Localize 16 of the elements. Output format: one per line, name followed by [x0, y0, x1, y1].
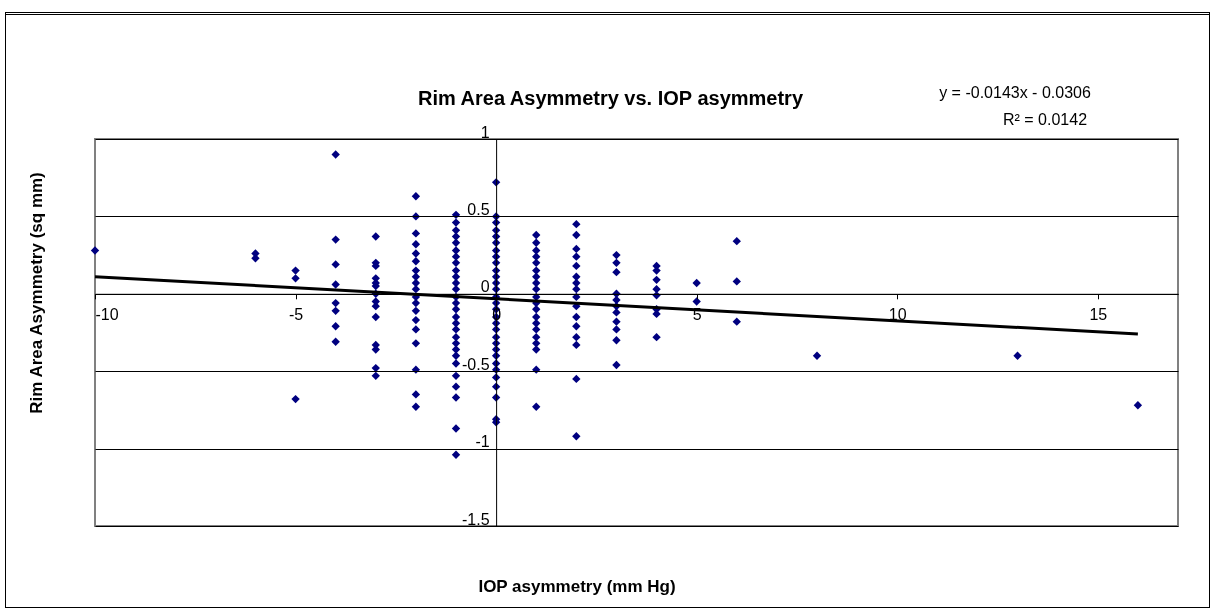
y-tick-label: -1.5: [462, 510, 490, 528]
text: y = -0.0143x - 0.0306: [939, 84, 1091, 101]
x-tick-label: -10: [95, 306, 119, 324]
y-tick-label: -1: [475, 433, 490, 451]
x-tick-label: 10: [888, 306, 907, 324]
x-tick-label: -5: [288, 306, 304, 324]
text: R² = 0.0142: [1002, 111, 1088, 128]
chart-title: Rim Area Asymmetry vs. IOP asymmetry: [417, 87, 804, 109]
y-axis-title: Rim Area Asymmetry (sq mm): [26, 172, 46, 414]
y-tick-label: 0: [480, 278, 490, 296]
x-tick-label: 15: [1089, 306, 1108, 324]
x-axis-title: IOP asymmetry (mm Hg): [478, 576, 676, 596]
x-tick-label: 0: [492, 306, 502, 324]
y-tick-label: 1: [480, 123, 490, 141]
y-tick-label: -0.5: [462, 355, 490, 373]
y-tick-label: 0.5: [467, 200, 490, 218]
